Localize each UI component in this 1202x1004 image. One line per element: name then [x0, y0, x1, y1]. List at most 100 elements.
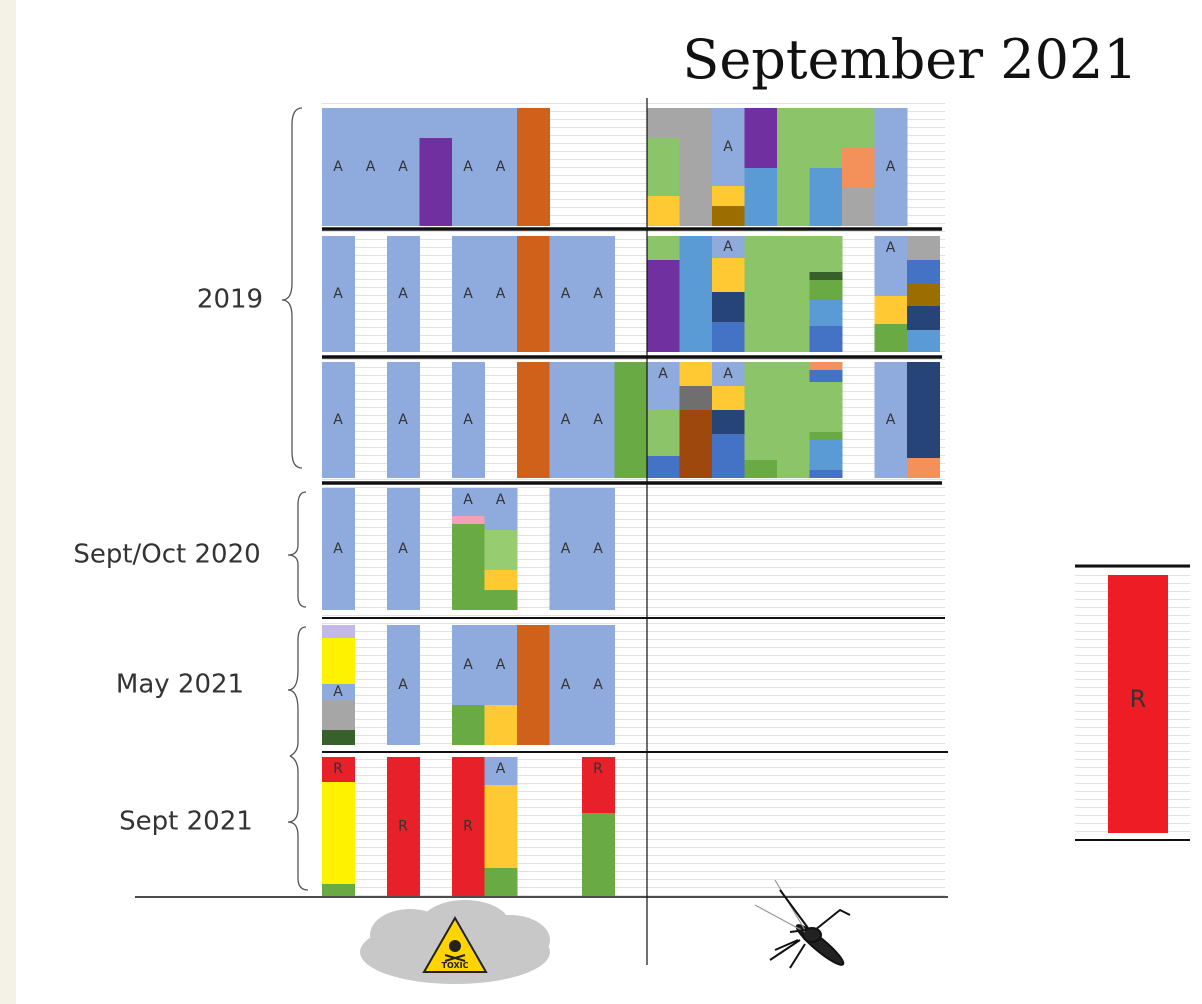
block: [907, 362, 940, 458]
block: [712, 410, 745, 434]
block: [907, 306, 940, 330]
block: [517, 625, 550, 745]
block: [452, 516, 485, 524]
block: [420, 138, 453, 226]
block: [907, 284, 940, 306]
block-letter: A: [463, 286, 473, 302]
block: [517, 236, 550, 352]
block-letter: A: [593, 286, 603, 302]
block-letter: A: [333, 541, 343, 557]
block: [485, 590, 518, 610]
block-letter: A: [593, 541, 603, 557]
block-letter: A: [333, 684, 343, 700]
block-letter: A: [496, 286, 506, 302]
block-letter: R: [593, 761, 603, 777]
block-letter: A: [723, 139, 733, 155]
block-letter: A: [398, 159, 408, 175]
block: [517, 362, 550, 478]
block-letter: A: [463, 159, 473, 175]
block-letter: A: [561, 286, 571, 302]
block: [907, 458, 940, 478]
block: [745, 460, 778, 478]
block: [745, 108, 778, 168]
block: [420, 108, 453, 138]
block: [777, 108, 810, 226]
block: [842, 188, 875, 226]
block: [777, 236, 810, 352]
block-letter: A: [496, 159, 506, 175]
block: [907, 260, 940, 284]
block: [712, 258, 745, 292]
block: [322, 638, 355, 684]
block-letter: A: [886, 159, 896, 175]
block: [745, 236, 778, 352]
block: [712, 186, 745, 206]
block: [810, 300, 843, 326]
block: [517, 108, 550, 226]
block: [810, 432, 843, 440]
block: [615, 362, 648, 478]
block-letter: A: [496, 657, 506, 673]
block: [485, 868, 518, 896]
block-letter: A: [593, 412, 603, 428]
block: [842, 148, 875, 188]
block: [810, 108, 843, 168]
block: [582, 813, 615, 896]
block: [452, 524, 485, 610]
block-letter: A: [333, 412, 343, 428]
block-letter: A: [723, 239, 733, 255]
section-label: May 2021: [116, 670, 244, 700]
block: [485, 530, 518, 570]
left-border: [0, 0, 16, 1004]
section-label: 2019: [197, 285, 263, 315]
section-label: Sept/Oct 2020: [73, 540, 260, 570]
block: [647, 138, 680, 196]
block: [810, 272, 843, 280]
block: [647, 108, 680, 138]
block: [712, 386, 745, 410]
block: [810, 168, 843, 226]
block: [907, 236, 940, 260]
icon-text: TOXIC: [442, 961, 469, 970]
block: [647, 260, 680, 352]
block: [680, 410, 713, 478]
block: [810, 280, 843, 300]
block-letter: A: [333, 159, 343, 175]
block: [777, 362, 810, 478]
block: [810, 362, 843, 370]
block: [712, 434, 745, 478]
block: [810, 370, 843, 382]
block-letter: A: [398, 286, 408, 302]
block: [452, 705, 485, 745]
block-letter: A: [886, 412, 896, 428]
block-letter: A: [561, 412, 571, 428]
block: [712, 292, 745, 322]
block: [680, 108, 713, 226]
block-letter: A: [398, 541, 408, 557]
block-letter: A: [561, 541, 571, 557]
block-letter: A: [463, 492, 473, 508]
block: [680, 236, 713, 352]
title: September 2021: [682, 28, 1137, 91]
block-letter: A: [463, 412, 473, 428]
block-letter: A: [496, 761, 506, 777]
block: [322, 700, 355, 730]
block-letter: A: [333, 286, 343, 302]
block-letter: R: [333, 761, 343, 777]
block: [322, 884, 355, 896]
block-letter: A: [496, 492, 506, 508]
block-letter: A: [561, 677, 571, 693]
block: [810, 382, 843, 432]
braces: [282, 108, 308, 890]
block: [485, 570, 518, 590]
block: [680, 386, 713, 410]
block: [322, 625, 355, 638]
block: [712, 322, 745, 352]
side-letter: R: [1130, 685, 1147, 713]
block: [322, 730, 355, 745]
slide: AAAAAAAAAAAAAAAAAAAAAAAAAAAAAAAAAAARRRAR…: [0, 0, 1202, 1004]
block: [647, 456, 680, 478]
block: [907, 330, 940, 352]
block: [647, 236, 680, 260]
block-letter: A: [398, 677, 408, 693]
